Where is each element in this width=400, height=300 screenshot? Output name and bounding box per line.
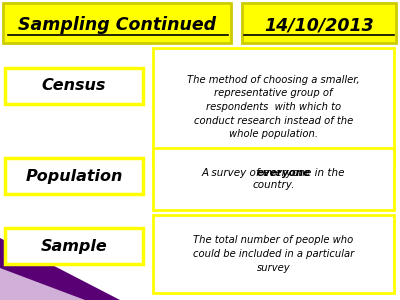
FancyBboxPatch shape xyxy=(153,48,394,166)
Text: Population: Population xyxy=(25,169,123,184)
FancyBboxPatch shape xyxy=(153,148,394,210)
FancyBboxPatch shape xyxy=(5,228,143,264)
FancyBboxPatch shape xyxy=(5,68,143,104)
FancyBboxPatch shape xyxy=(153,215,394,293)
FancyBboxPatch shape xyxy=(5,158,143,194)
Polygon shape xyxy=(0,238,120,300)
Text: A survey of everyone in the: A survey of everyone in the xyxy=(202,168,345,178)
Polygon shape xyxy=(0,268,85,300)
Text: Sample: Sample xyxy=(41,238,107,253)
Text: The method of choosing a smaller,
representative group of
respondents  with whic: The method of choosing a smaller, repres… xyxy=(187,75,360,139)
Text: Sampling Continued: Sampling Continued xyxy=(18,16,216,34)
Text: country.: country. xyxy=(252,180,295,190)
Text: everyone: everyone xyxy=(256,168,310,178)
Text: Census: Census xyxy=(42,79,106,94)
Text: 14/10/2013: 14/10/2013 xyxy=(264,16,374,34)
Text: The total number of people who
could be included in a particular
survey: The total number of people who could be … xyxy=(193,236,354,273)
FancyBboxPatch shape xyxy=(3,3,231,43)
FancyBboxPatch shape xyxy=(242,3,396,43)
